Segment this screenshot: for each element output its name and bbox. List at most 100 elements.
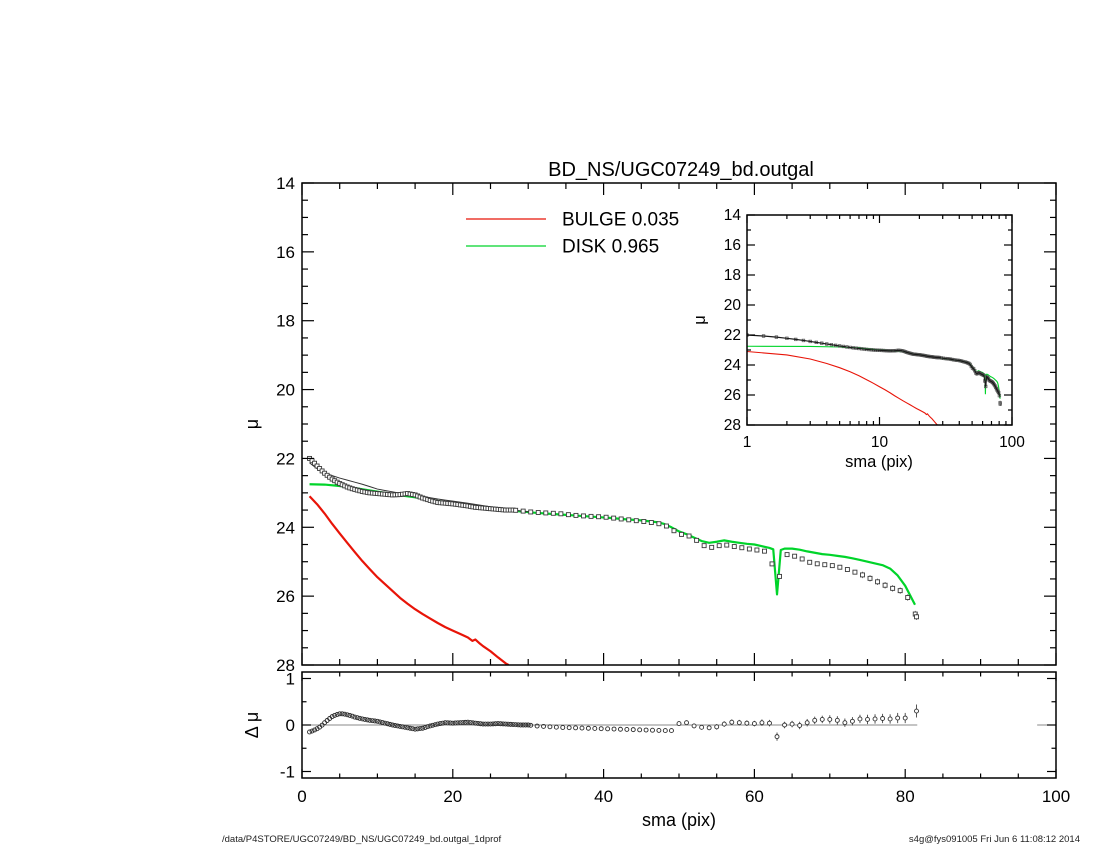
legend-bulge-label: BULGE 0.035 <box>562 210 679 231</box>
residual-point <box>362 716 368 722</box>
data-square <box>890 585 896 591</box>
plot-title: BD_NS/UGC07249_bd.outgal <box>548 159 814 181</box>
residual-point <box>525 722 531 728</box>
inset-plot-axes: 1 10 100 14 16 18 20 22 24 26 28 <box>724 207 1026 451</box>
data-square <box>897 588 903 594</box>
residual-point <box>880 716 886 721</box>
residual-point <box>334 712 340 717</box>
residual-point <box>483 721 488 727</box>
inset-bulge-line <box>747 350 938 425</box>
residual-point <box>442 720 448 726</box>
data-square <box>807 559 813 565</box>
legend-disk-label: DISK 0.965 <box>562 237 659 258</box>
data-square <box>663 523 669 529</box>
residual-point <box>475 721 481 726</box>
inset-xtick-label: 10 <box>871 434 889 451</box>
residual-point <box>503 721 509 727</box>
data-square <box>792 553 798 559</box>
residual-point <box>379 720 385 725</box>
data-square <box>611 515 617 521</box>
residual-point <box>490 721 496 727</box>
data-square <box>754 547 760 553</box>
legend: BULGE 0.035 DISK 0.965 <box>466 210 679 258</box>
residual-point <box>834 717 840 723</box>
residual-point <box>812 717 818 723</box>
residual-point <box>387 721 393 727</box>
data-square <box>860 572 865 578</box>
residual-ytick-label: -1 <box>280 763 295 782</box>
data-square <box>777 573 782 579</box>
residual-point <box>332 712 338 718</box>
disk-model-line <box>309 483 916 606</box>
residual-point <box>518 722 524 728</box>
residual-point <box>699 724 705 730</box>
residual-point <box>309 728 315 734</box>
data-square <box>784 552 790 558</box>
residual-point <box>377 719 383 725</box>
residual-point <box>425 724 431 730</box>
data-square <box>731 544 737 550</box>
inset-x-axis-label: sma (pix) <box>845 453 913 471</box>
residual-point <box>485 721 491 727</box>
data-square <box>867 575 873 581</box>
residual-point <box>553 724 559 730</box>
residual-point <box>656 727 662 733</box>
data-square <box>837 564 843 570</box>
residual-point <box>560 725 566 730</box>
data-square <box>844 567 850 572</box>
residual-point <box>372 718 378 724</box>
residual-point <box>420 725 426 731</box>
main-plot-data <box>307 455 919 665</box>
data-square <box>535 510 541 515</box>
residual-point <box>523 722 529 728</box>
residual-point <box>547 724 553 730</box>
residual-point <box>400 724 405 730</box>
inset-ytick-label: 14 <box>724 207 742 224</box>
residual-point <box>467 720 473 725</box>
residual-point <box>307 729 312 735</box>
residual-point <box>528 722 534 728</box>
residual-point <box>457 720 463 726</box>
inset-xtick-label: 100 <box>999 434 1025 451</box>
residual-point <box>337 711 343 717</box>
inset-ytick-label: 28 <box>724 417 741 434</box>
residual-point <box>435 721 441 727</box>
residual-point <box>865 716 870 722</box>
data-square <box>618 516 624 522</box>
residual-point <box>605 726 611 732</box>
main-plot-axes: 14 16 18 20 22 24 26 28 <box>276 174 1057 675</box>
residual-point <box>789 721 795 727</box>
inset-observed-core-line <box>747 334 1000 396</box>
main-ytick-label: 28 <box>276 656 295 675</box>
data-square <box>633 518 639 524</box>
residual-point <box>452 720 458 726</box>
data-square <box>905 595 911 600</box>
residual-plot-data <box>302 704 1056 741</box>
residual-point <box>412 726 418 732</box>
residual-point <box>347 712 353 718</box>
residual-point <box>447 720 453 726</box>
main-ytick-label: 22 <box>276 449 295 468</box>
residual-point <box>465 719 471 725</box>
residual-point <box>422 725 428 730</box>
data-square <box>686 533 692 539</box>
residual-point <box>319 722 325 728</box>
residual-xtick-label: 0 <box>297 787 306 806</box>
residual-point <box>382 720 388 726</box>
residual-ytick-label: 1 <box>286 670 295 689</box>
residual-point <box>914 708 919 714</box>
residual-point <box>495 721 501 727</box>
residual-point <box>369 718 375 724</box>
inset-ytick-label: 24 <box>724 357 742 374</box>
data-square <box>769 561 775 567</box>
residual-band-points <box>307 711 674 735</box>
residual-point <box>624 726 630 732</box>
data-square <box>799 556 805 562</box>
residual-point <box>417 726 423 732</box>
inset-disk-line <box>747 345 1001 399</box>
residual-point <box>407 725 413 731</box>
main-y-axis-label: μ <box>242 419 262 429</box>
residual-point <box>312 727 318 733</box>
main-ytick-label: 20 <box>276 381 295 400</box>
